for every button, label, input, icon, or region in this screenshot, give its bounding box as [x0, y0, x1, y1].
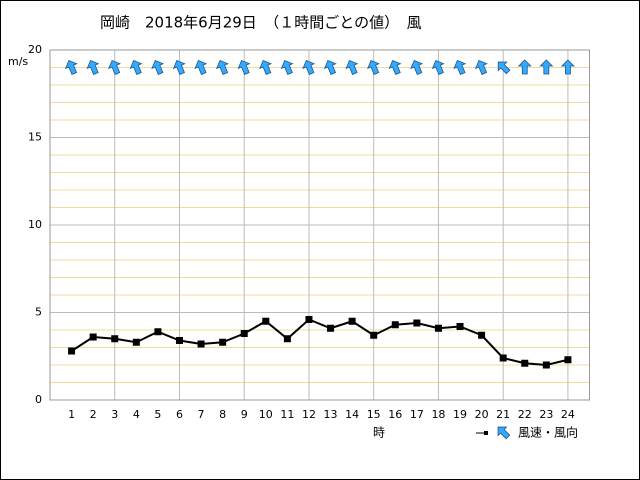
point [413, 319, 421, 327]
wind-arrow [388, 60, 402, 75]
x-tick-label: 19 [453, 408, 467, 421]
wind-arrow [474, 60, 488, 75]
point [197, 340, 205, 348]
wind-arrow [431, 60, 445, 75]
wind-arrow [345, 60, 359, 75]
y-tick-label: 10 [28, 218, 42, 231]
point [348, 317, 356, 325]
x-tick-label: 23 [539, 408, 553, 421]
x-tick-label: 7 [198, 408, 205, 421]
wind-arrow [259, 60, 273, 75]
wind-arrow [517, 59, 532, 75]
wind-arrow [539, 59, 554, 75]
point [564, 356, 572, 364]
x-tick-label: 9 [241, 408, 248, 421]
point [262, 317, 270, 325]
y-tick-label: 0 [35, 393, 42, 406]
x-tick-label: 5 [154, 408, 161, 421]
x-tick-label: 22 [518, 408, 532, 421]
point [89, 333, 97, 341]
legend-point [484, 431, 488, 435]
point [478, 331, 486, 339]
point [111, 335, 119, 343]
x-tick-label: 18 [431, 408, 445, 421]
wind-arrow [215, 60, 229, 75]
point [305, 316, 313, 323]
x-tick-label: 3 [111, 408, 118, 421]
x-tick-label: 14 [345, 408, 359, 421]
wind-arrow [108, 60, 121, 75]
point [175, 337, 183, 344]
point [456, 323, 464, 330]
x-tick-label: 15 [367, 408, 381, 421]
plot-area [49, 49, 590, 401]
x-tick-label: 8 [219, 408, 226, 421]
point [240, 330, 248, 337]
wind-arrow [560, 59, 575, 75]
wind-arrow [129, 60, 143, 75]
x-tick-label: 11 [280, 408, 294, 421]
wind-arrow [302, 60, 316, 75]
y-tick-label: 15 [28, 131, 42, 144]
wind-arrow [410, 60, 424, 75]
x-tick-label: 24 [561, 408, 575, 421]
x-axis-label: 時 [373, 426, 385, 440]
x-tick-label: 4 [133, 408, 140, 421]
point [370, 331, 378, 339]
point [542, 361, 550, 369]
wind-arrow [151, 60, 165, 75]
x-tick-label: 12 [302, 408, 316, 421]
wind-arrow [280, 60, 294, 75]
wind-arrow [237, 60, 251, 75]
wind-arrow [323, 60, 337, 75]
wind-arrow [194, 60, 208, 75]
x-tick-label: 13 [324, 408, 338, 421]
wind-arrow [64, 60, 78, 75]
point [132, 338, 140, 346]
wind-arrow [86, 60, 100, 75]
point [499, 354, 507, 362]
wind-arrow [367, 60, 380, 75]
wind-arrow [453, 60, 467, 75]
point [283, 335, 291, 343]
point [68, 347, 76, 355]
point [391, 321, 399, 329]
x-tick-label: 20 [475, 408, 489, 421]
y-axis-label: m/s [8, 55, 28, 68]
point [327, 324, 335, 332]
legend-arrow [497, 426, 511, 440]
point [521, 359, 529, 367]
x-tick-label: 16 [388, 408, 402, 421]
x-tick-label: 2 [90, 408, 97, 421]
y-tick-label: 5 [35, 306, 42, 319]
point [154, 328, 162, 336]
x-tick-label: 21 [496, 408, 510, 421]
legend-label: 風速・風向 [518, 425, 578, 440]
point [219, 338, 227, 346]
line [71, 318, 569, 367]
x-tick-label: 6 [176, 408, 183, 421]
y-tick-label: 20 [28, 43, 42, 56]
chart-title: 岡崎 2018年6月29日 （１時間ごとの値） 風 [100, 14, 422, 32]
point [434, 324, 442, 332]
wind-arrow [172, 60, 186, 75]
wind-arrow [497, 61, 511, 75]
x-tick-label: 17 [410, 408, 424, 421]
x-tick-label: 1 [68, 408, 75, 421]
x-tick-label: 10 [259, 408, 273, 421]
